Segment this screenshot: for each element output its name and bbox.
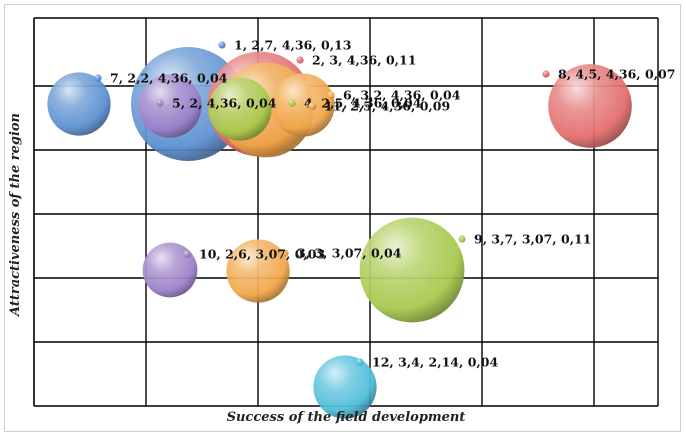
label-marker-10 [183,250,191,258]
data-label-5: 5, 2, 4,36, 0,04 [172,96,277,111]
data-label-10: 10, 2,6, 3,07, 0,03 [199,247,325,262]
data-label-7: 7, 2,2, 4,36, 0,04 [110,71,228,86]
label-marker-3 [281,249,289,257]
label-marker-11 [308,102,316,110]
label-marker-6 [327,91,335,99]
bubble-6 [271,73,335,137]
chart-frame [4,4,681,432]
data-label-2: 2, 3, 4,36, 0,11 [312,53,416,68]
label-marker-8 [542,70,550,78]
data-label-9: 9, 3,7, 3,07, 0,11 [474,232,591,247]
label-marker-12 [356,358,364,366]
label-marker-7 [94,74,102,82]
label-marker-4 [288,99,296,107]
bubble-7 [47,72,111,136]
bubble-5 [138,74,202,138]
y-axis-label: Attractiveness of the region [8,112,24,316]
bubble-12 [313,355,377,419]
label-marker-9 [458,235,466,243]
bubble-9 [359,217,465,323]
bubble-3 [226,239,290,303]
data-label-8: 8, 4,5, 4,36, 0,07 [558,67,675,82]
data-label-11: 11, 2,5, 4,36, 0,09 [324,99,450,114]
bubble-4 [208,77,272,141]
bubbles [47,47,632,419]
bubble-10 [142,242,198,298]
y-axis-label-box: Attractiveness of the region [4,18,28,410]
x-axis-label: Success of the field development [226,410,466,425]
data-label-4: 4, 2,5, 4,36, 0,04 [304,96,422,111]
label-marker-1 [218,41,226,49]
label-marker-5 [156,99,164,107]
data-labels: 1, 2,7, 4,36, 0,132, 3, 4,36, 0,11 3, 3, … [94,38,675,370]
data-label-6: 6, 3,2, 4,36, 0,04 [343,88,461,103]
data-label-1: 1, 2,7, 4,36, 0,13 [234,38,351,53]
label-marker-2 [296,56,304,64]
data-label-3: 3, 3, 3,07, 0,04 [297,246,402,261]
bubble-8 [548,64,632,148]
data-label-12: 12, 3,4, 2,14, 0,04 [372,355,498,370]
